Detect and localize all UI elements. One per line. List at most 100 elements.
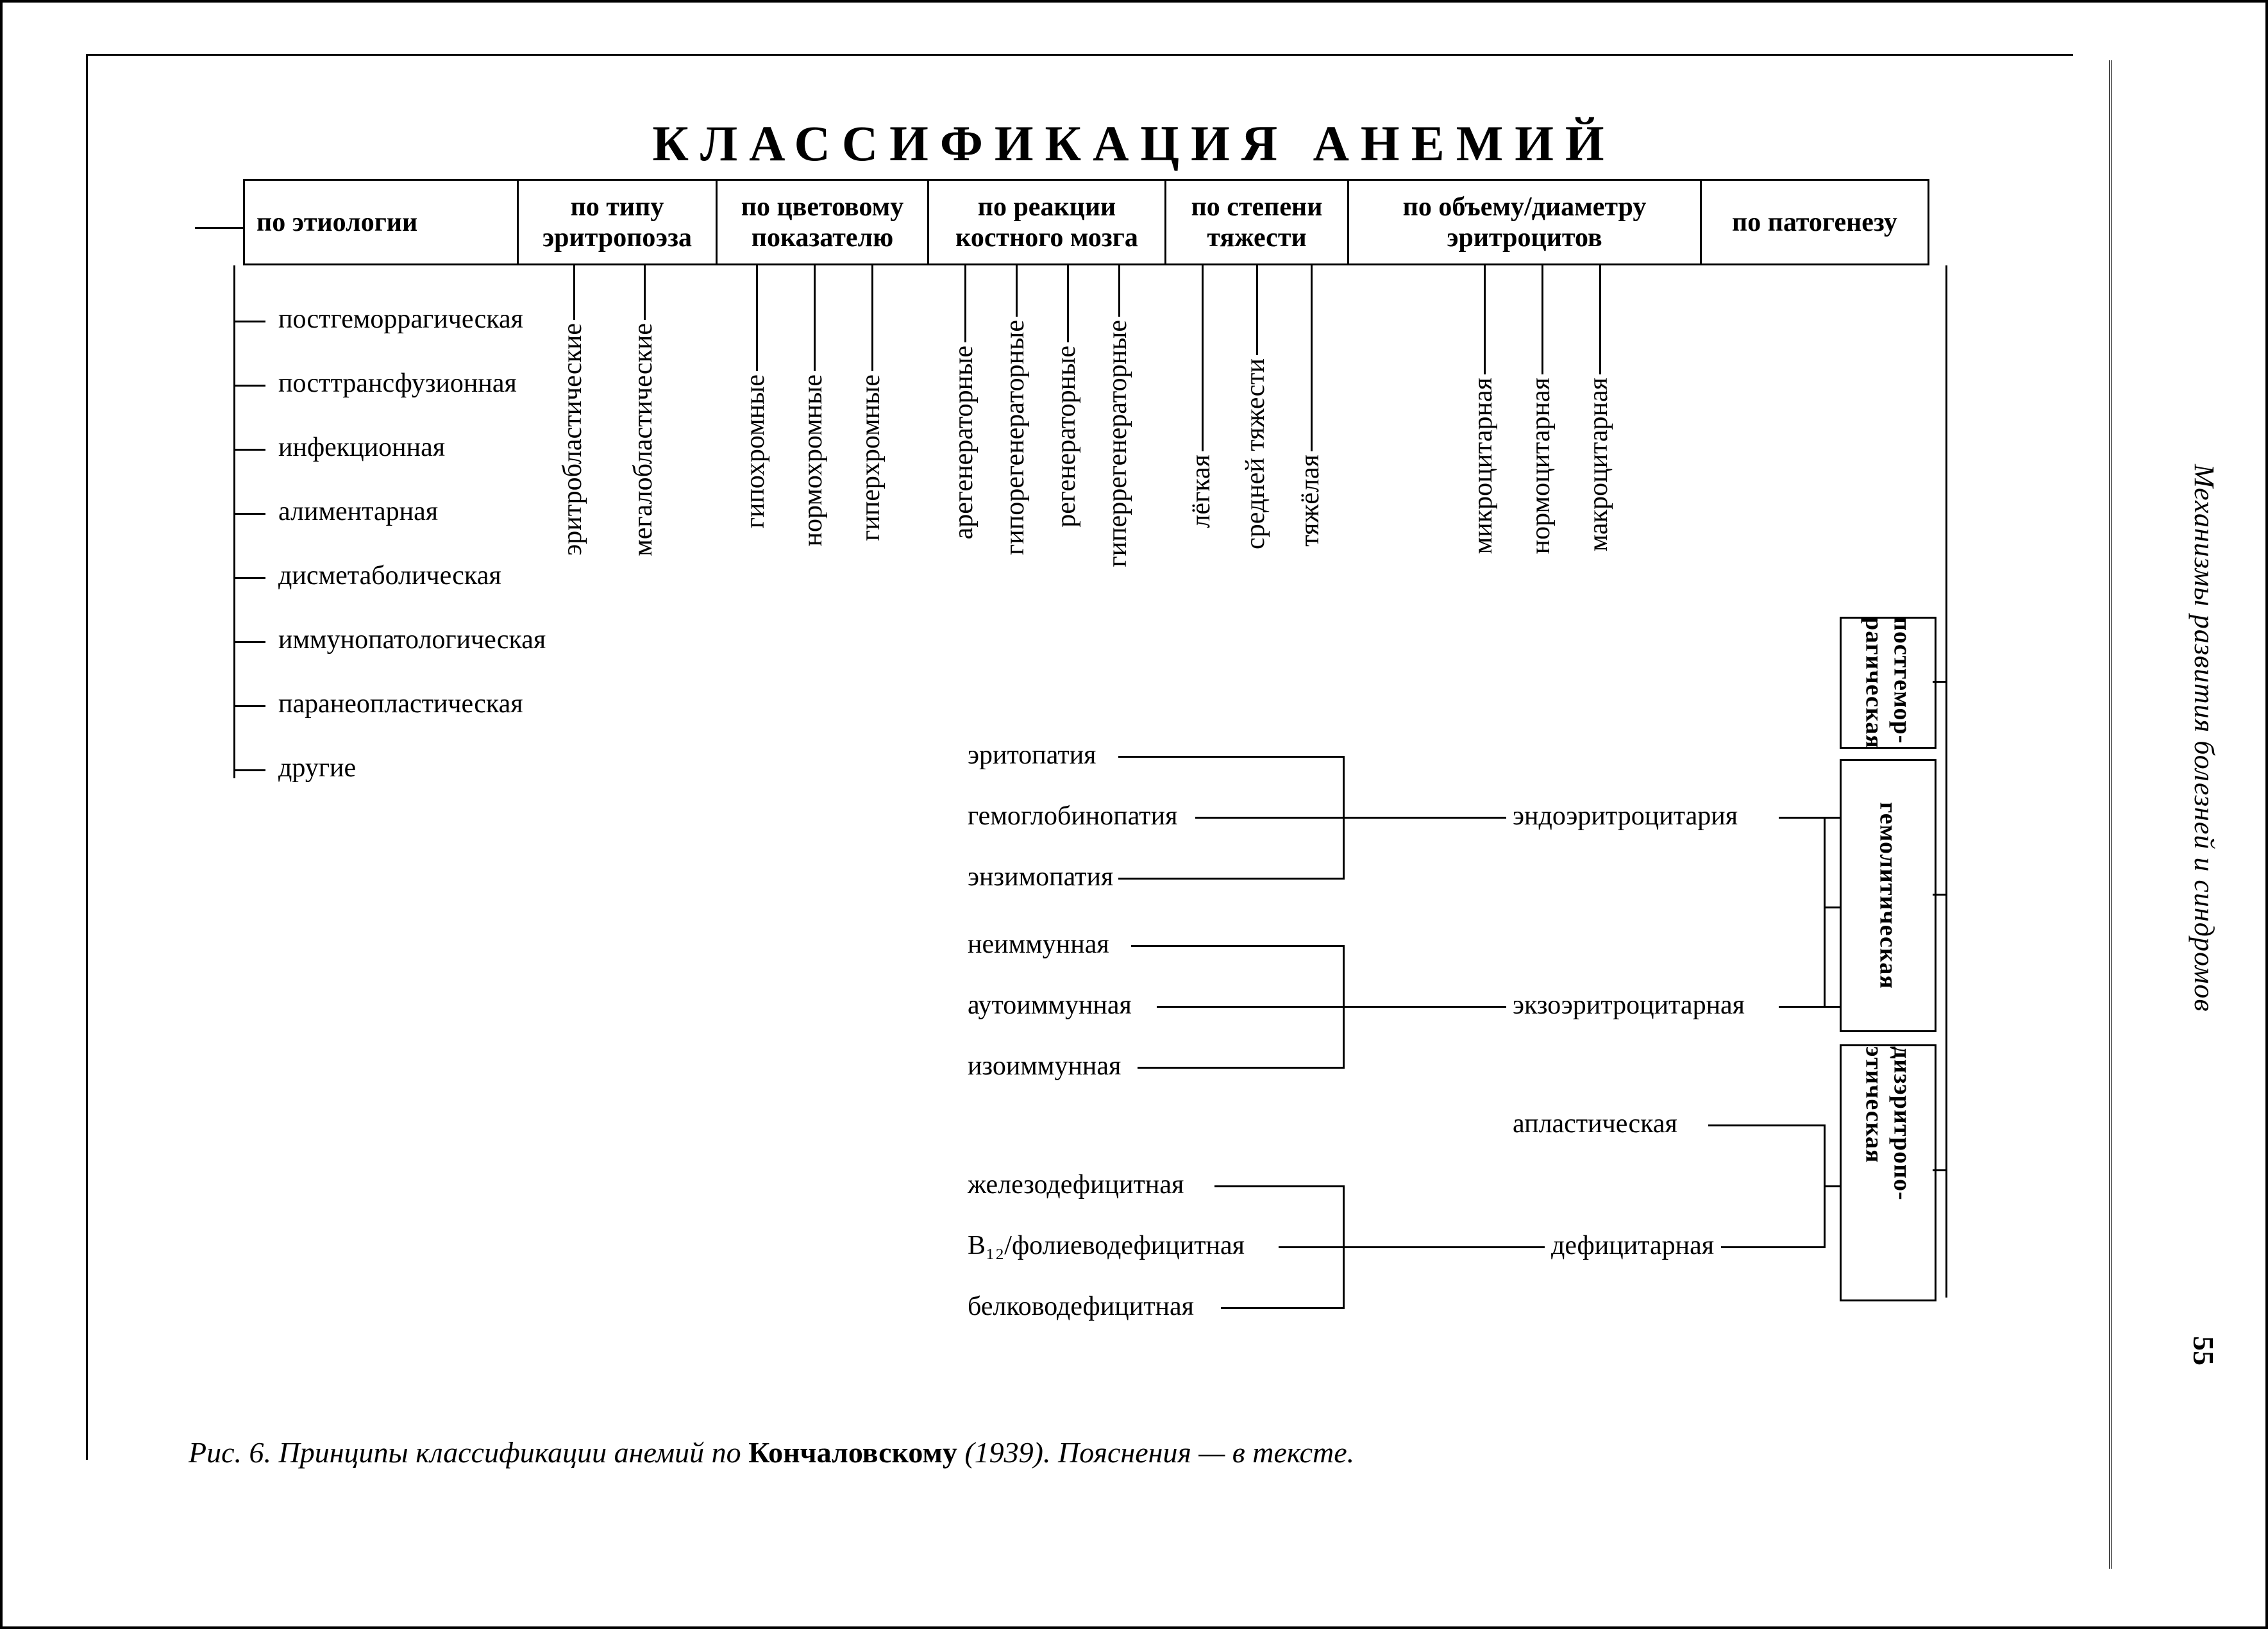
right-label: экзоэритроцитарная (1513, 990, 1745, 1021)
drop (1118, 265, 1120, 317)
mid-label: В₁₂/фолиеводефицитная (968, 1230, 1245, 1261)
path-trunk (1945, 265, 1947, 1298)
connector (1779, 817, 1840, 819)
right-label: эндоэритроцитария (1513, 801, 1738, 831)
ery-label: эритробластические (557, 323, 588, 556)
tick (233, 641, 265, 643)
etio-label: другие (278, 753, 356, 783)
vol-label: микроцитарная (1468, 378, 1499, 554)
ci-label: гипохромные (740, 374, 771, 528)
mid-label: белководефицитная (968, 1291, 1194, 1322)
hdr-marrow: по реакции костного мозга (929, 179, 1166, 265)
tick (233, 449, 265, 451)
drop (1599, 265, 1601, 374)
drop (964, 265, 966, 342)
hdr-pathogenesis: по патогенезу (1702, 179, 1929, 265)
etio-label: постгеморрагическая (278, 304, 523, 335)
drop (644, 265, 646, 320)
pathbox-dyserythro: дизэритропо-этическая (1840, 1044, 1936, 1301)
drop (573, 265, 575, 320)
etio-label: посттрансфузионная (278, 368, 517, 399)
sev-label: лёгкая (1186, 455, 1216, 528)
marrow-label: гипорегенераторные (1000, 320, 1030, 555)
connector (1118, 756, 1343, 758)
right-rule (2109, 60, 2112, 1569)
tick (233, 769, 265, 771)
etio-label: инфекционная (278, 432, 445, 463)
pathbox-posthem: постгемор-рагическая (1840, 617, 1936, 749)
tick (233, 321, 265, 322)
right-label: апластическая (1513, 1108, 1677, 1139)
connector (1214, 1185, 1343, 1187)
vol-label: нормоцитарная (1525, 378, 1556, 554)
hdr-severity: по степени тяжести (1166, 179, 1349, 265)
connector (1157, 1006, 1343, 1008)
pathbox-label: постгемор-рагическая (1860, 617, 1917, 749)
header-row: по этиологии по типу эритропоэза по цвет… (243, 179, 2063, 265)
sev-label: средней тяжести (1240, 358, 1271, 549)
marrow-label: гиперрегенераторные (1102, 320, 1133, 567)
mid-label: энзимопатия (968, 862, 1113, 892)
running-head: Механизмы развития болезней и синдромов (2188, 464, 2221, 1012)
drop (1016, 265, 1018, 317)
drop (814, 265, 816, 371)
connector (1279, 1246, 1343, 1248)
connector (1131, 945, 1343, 947)
drop (756, 265, 758, 371)
connector (1118, 878, 1343, 880)
connector (1824, 906, 1840, 908)
tick (233, 705, 265, 707)
page: КЛАССИФИКАЦИЯ АНЕМИЙ по этиологии по тип… (0, 0, 2268, 1629)
connector (1779, 1006, 1840, 1008)
figure-caption: Рис. 6. Принципы классификации анемий по… (189, 1435, 1354, 1469)
hdr-etiology: по этиологии (243, 179, 519, 265)
drop (1256, 265, 1258, 355)
right-label: дефицитарная (1551, 1230, 1714, 1261)
connector (1138, 1067, 1343, 1069)
vol-label: макроцитарная (1583, 378, 1614, 551)
drop (1484, 265, 1486, 374)
connector (1933, 894, 1945, 896)
drop (1067, 265, 1069, 342)
connector (1343, 1006, 1506, 1008)
tick (233, 513, 265, 515)
drop (1541, 265, 1543, 374)
hdr-erythropoiesis: по типу эритропоэза (519, 179, 718, 265)
connector (1708, 1124, 1824, 1126)
mid-label: аутоиммунная (968, 990, 1132, 1021)
mid-label: изоиммунная (968, 1051, 1121, 1082)
connector (195, 227, 243, 229)
etiology-spine (233, 265, 235, 778)
mid-label: гемоглобинопатия (968, 801, 1177, 831)
tick (233, 577, 265, 579)
connector (1721, 1246, 1824, 1248)
sev-label: тяжёлая (1295, 455, 1325, 547)
marrow-label: арегенераторные (948, 346, 979, 539)
connector (1221, 1307, 1343, 1309)
connector (1195, 817, 1343, 819)
mid-label: неиммунная (968, 929, 1109, 960)
drop (1311, 265, 1313, 451)
caption-pre: Рис. 6. Принципы классификации анемий по (189, 1436, 748, 1469)
mid-label: эритопатия (968, 740, 1096, 771)
tick (233, 385, 265, 387)
hdr-color-index: по цветовому показателю (718, 179, 929, 265)
connector (1933, 1169, 1945, 1171)
pathbox-label: гемолитическая (1874, 802, 1903, 989)
ci-label: гиперхромные (855, 374, 886, 541)
ci-label: нормохромные (798, 374, 828, 547)
caption-post: (1939). Пояснения — в тексте. (957, 1436, 1354, 1469)
page-number: 55 (2187, 1336, 2221, 1366)
drop (1202, 265, 1204, 451)
diagram-title: КЛАССИФИКАЦИЯ АНЕМИЙ (3, 115, 2265, 172)
connector (1343, 1246, 1545, 1248)
ery-label: мегалобластические (628, 323, 659, 556)
pathbox-label: дизэритропо-этическая (1860, 1046, 1917, 1299)
mid-label: железодефицитная (968, 1169, 1184, 1200)
caption-bold: Кончаловскому (748, 1436, 957, 1469)
hdr-volume: по объему/диаметру эритроцитов (1349, 179, 1702, 265)
drop (871, 265, 873, 371)
pathbox-hemolytic: гемолитическая (1840, 759, 1936, 1032)
connector (1824, 1185, 1840, 1187)
etio-label: иммунопатологическая (278, 624, 546, 655)
